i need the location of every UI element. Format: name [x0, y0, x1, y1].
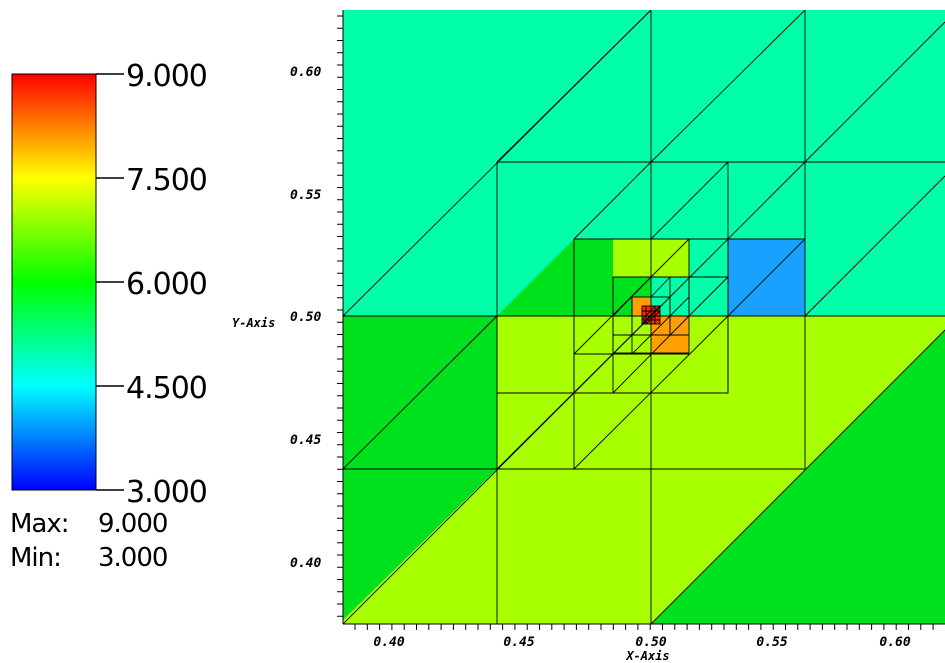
region-left-green-wedge	[497, 239, 574, 316]
x-tick-label: 0.40	[373, 635, 404, 650]
colorbar	[11, 73, 97, 491]
x-tick-label: 0.50	[635, 635, 666, 650]
mesh-plot	[343, 10, 945, 624]
axes	[337, 10, 945, 630]
legend-min-label: Min:	[10, 543, 61, 573]
legend-tick-label: 4.500	[126, 371, 207, 406]
x-tick-label: 0.60	[879, 635, 910, 650]
y-tick-label: 0.55	[290, 188, 321, 203]
legend-max-label: Max:	[10, 509, 69, 539]
y-ticks: 0.60 0.55 0.50 0.45 0.40	[290, 65, 321, 571]
legend-tick-label: 9.000	[126, 59, 207, 94]
color-legend: 9.000 7.500 6.000 4.500 3.000 Max: 9.000…	[10, 59, 208, 573]
x-tick-label: 0.45	[503, 635, 534, 650]
x-tick-label: 0.55	[756, 635, 787, 650]
mesh-edges	[343, 10, 945, 624]
x-ticks: 0.40 0.45 0.50 0.55 0.60	[373, 635, 910, 650]
mesh-regions	[343, 10, 945, 624]
y-axis-title: Y-Axis	[232, 316, 275, 330]
legend-tick-label: 7.500	[126, 163, 207, 198]
legend-max-value: 9.000	[98, 509, 167, 539]
y-tick-label: 0.40	[290, 556, 321, 571]
x-axis-title: X-Axis	[625, 649, 669, 663]
legend-min-value: 3.000	[98, 543, 167, 573]
minor-ticks	[337, 15, 934, 630]
y-tick-label: 0.50	[290, 310, 321, 325]
legend-tick-label: 6.000	[126, 267, 207, 302]
y-tick-label: 0.45	[290, 433, 321, 448]
colorbar-ticks	[96, 73, 124, 491]
y-tick-label: 0.60	[290, 65, 321, 80]
legend-tick-label: 3.000	[126, 475, 207, 510]
